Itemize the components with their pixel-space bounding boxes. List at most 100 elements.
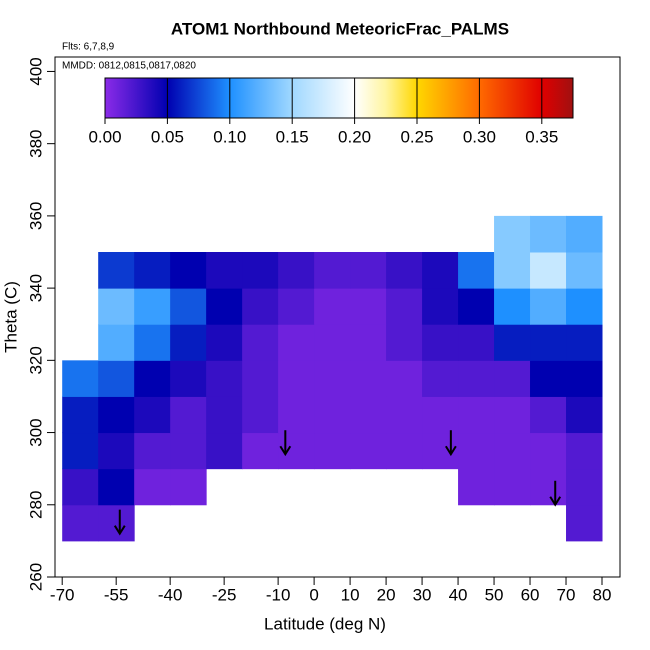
heatmap-cell <box>62 396 99 434</box>
heatmap-cell <box>530 288 567 325</box>
arrow-head <box>279 445 292 457</box>
colorbar-tick-label: 0.10 <box>213 127 246 146</box>
colorbar-tick-label: 0.20 <box>338 127 371 146</box>
heatmap-cell <box>134 288 171 325</box>
y-axis-label: Theta (C) <box>1 281 20 353</box>
y-tick-label: 320 <box>26 346 45 374</box>
heatmap-cell <box>458 468 495 506</box>
heatmap-cell <box>278 360 315 397</box>
heatmap-cell <box>386 432 423 470</box>
y-tick-label: 380 <box>26 129 45 157</box>
heatmap-cell <box>566 252 603 289</box>
heatmap-cell <box>458 396 495 434</box>
heatmap-cell <box>314 360 351 397</box>
heatmap-cell <box>242 252 279 289</box>
heatmap-cell <box>422 288 459 325</box>
heatmap-cell <box>314 288 351 325</box>
heatmap-cell <box>242 324 279 361</box>
x-tick-label: 0 <box>309 585 318 604</box>
arrow-head <box>113 525 126 536</box>
heatmap-cell <box>134 324 171 361</box>
heatmap-cell <box>206 432 243 470</box>
heatmap-cell <box>134 252 171 289</box>
heatmap-cell <box>350 360 387 397</box>
arrow-head <box>445 445 457 457</box>
heatmap-cell <box>566 360 603 397</box>
colorbar-tick-label: 0.15 <box>276 127 309 146</box>
heatmap-cell <box>206 324 243 361</box>
arrow <box>279 430 292 457</box>
heatmap-cell <box>134 396 171 434</box>
heatmap-cell <box>134 432 171 470</box>
x-tick-label: 80 <box>593 585 612 604</box>
x-tick-label: 50 <box>485 585 504 604</box>
heatmap-cell <box>98 504 135 542</box>
heatmap-cell <box>422 324 459 361</box>
colorbar-tick-label: 0.25 <box>400 127 433 146</box>
heatmap-cell <box>530 396 567 434</box>
heatmap-cell <box>62 432 99 470</box>
heatmap-cell <box>62 468 99 506</box>
heatmap-cell <box>566 396 603 434</box>
heatmap-cell <box>494 468 531 506</box>
heatmap-cell <box>98 468 135 506</box>
heatmap-cell <box>422 252 459 289</box>
colorbar-tick-label: 0.35 <box>525 127 558 146</box>
heatmap-cell <box>350 252 387 289</box>
heatmap-cell <box>530 468 567 506</box>
x-tick-label: -10 <box>266 585 291 604</box>
x-tick-label: 30 <box>413 585 432 604</box>
heatmap-cell <box>530 215 567 253</box>
heatmap-cell <box>458 432 495 470</box>
heatmap-cell <box>386 324 423 361</box>
heatmap-cell <box>170 288 207 325</box>
heatmap-cell <box>566 324 603 361</box>
x-tick-label: 60 <box>521 585 540 604</box>
heatmap-cell <box>566 288 603 325</box>
heatmap-cell <box>170 468 207 506</box>
heatmap-cell <box>206 360 243 397</box>
colorbar <box>104 77 574 119</box>
heatmap-cell <box>350 432 387 470</box>
colorbar-tick-label: 0.05 <box>151 127 184 146</box>
heatmap-cell <box>242 288 279 325</box>
heatmap-cell <box>98 324 135 361</box>
y-tick-label: 280 <box>26 491 45 519</box>
heatmap-cell <box>566 504 603 542</box>
heatmap-cell <box>170 360 207 397</box>
plot-frame <box>54 56 621 578</box>
heatmap-cell <box>242 396 279 434</box>
heatmap-cell <box>566 432 603 470</box>
heatmap-cell <box>494 288 531 325</box>
heatmap-cell <box>530 324 567 361</box>
dates-note: MMDD: 0812,0815,0817,0820 <box>62 61 196 72</box>
heatmap-cell <box>206 252 243 289</box>
heatmap-cell <box>494 324 531 361</box>
heatmap-cell <box>350 396 387 434</box>
heatmap-cell <box>170 432 207 470</box>
arrow <box>113 509 126 536</box>
heatmap-cell <box>386 288 423 325</box>
y-tick-label: 300 <box>26 418 45 446</box>
heatmap-cell <box>242 432 279 470</box>
heatmap-cell <box>566 468 603 506</box>
heatmap-cell <box>62 504 99 542</box>
heatmap-cell <box>314 396 351 434</box>
heatmap-cell <box>494 396 531 434</box>
x-tick-label: -70 <box>50 585 75 604</box>
heatmap-cell <box>278 252 315 289</box>
heatmap-cell <box>458 360 495 397</box>
heatmap-cell <box>98 432 135 470</box>
y-tick-label: 400 <box>26 57 45 85</box>
heatmap-cell <box>422 360 459 397</box>
x-tick-label: -55 <box>104 585 129 604</box>
heatmap-cell <box>206 288 243 325</box>
heatmap-cell <box>170 324 207 361</box>
arrow <box>549 480 562 507</box>
arrow <box>445 430 457 457</box>
x-tick-label: -25 <box>212 585 237 604</box>
colorbar-tick-label: 0.30 <box>463 127 496 146</box>
heatmap-cell <box>314 324 351 361</box>
heatmap-cell <box>494 360 531 397</box>
